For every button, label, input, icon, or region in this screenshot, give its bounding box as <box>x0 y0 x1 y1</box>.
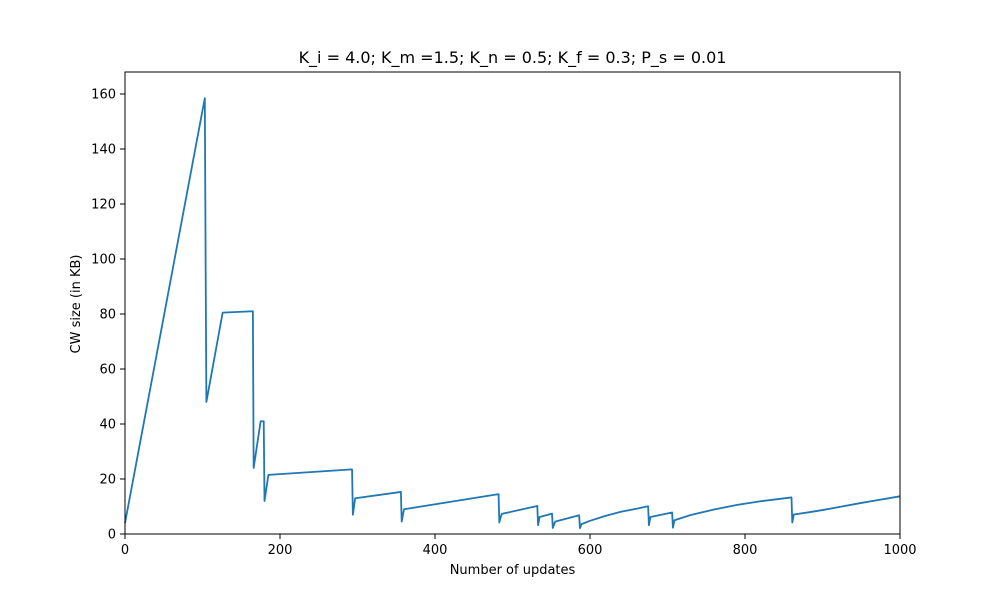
chart-title: K_i = 4.0; K_m =1.5; K_n = 0.5; K_f = 0.… <box>299 48 727 68</box>
series-layer <box>124 97 901 530</box>
x-tick-label: 1000 <box>883 543 916 558</box>
y-axis-label: CW size (in KB) <box>69 255 84 354</box>
y-tick-label: 120 <box>91 198 116 213</box>
plot-frame <box>124 71 901 535</box>
x-tick-label: 600 <box>578 543 603 558</box>
x-tick-label: 400 <box>423 543 448 558</box>
y-tick-label: 40 <box>99 418 116 433</box>
x-tick-label: 800 <box>733 543 758 558</box>
y-tick-label: 160 <box>91 88 116 103</box>
x-tick-label: 0 <box>121 543 129 558</box>
axis-ticks: 0 200 400 600 800 1000 0 20 40 60 80 100 120 140 160 <box>91 88 916 559</box>
y-tick-label: 100 <box>91 253 116 268</box>
y-tick-label: 0 <box>108 528 116 543</box>
series-line-0 <box>124 97 901 530</box>
y-tick-label: 20 <box>99 473 116 488</box>
y-tick-label: 80 <box>99 308 116 323</box>
x-tick-label: 200 <box>268 543 293 558</box>
y-tick-label: 60 <box>99 363 116 378</box>
x-axis-label: Number of updates <box>450 563 576 578</box>
y-tick-label: 140 <box>91 143 116 158</box>
